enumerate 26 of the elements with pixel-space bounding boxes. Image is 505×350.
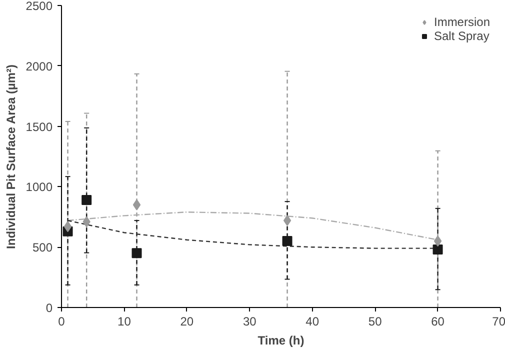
x-tick-label: 40 xyxy=(306,314,320,328)
point xyxy=(283,215,292,226)
y-tick-label: 1500 xyxy=(26,120,53,134)
y-tick-label: 1000 xyxy=(26,180,53,194)
point xyxy=(132,199,141,210)
y-tick-label: 2500 xyxy=(26,0,53,13)
x-axis-title: Time (h) xyxy=(258,334,304,348)
x-tick-label: 0 xyxy=(58,314,66,328)
point xyxy=(432,244,443,255)
legend-label: Salt Spray xyxy=(434,29,490,43)
x-tick-label: 20 xyxy=(180,314,194,328)
x-tick-label: 50 xyxy=(368,314,382,328)
x-tick-label: 30 xyxy=(242,314,257,328)
point xyxy=(64,221,72,232)
point xyxy=(132,248,142,258)
y-tick-label: 2000 xyxy=(26,59,53,74)
x-tick-label: 60 xyxy=(431,314,445,328)
point xyxy=(82,194,92,205)
point xyxy=(282,236,292,246)
point xyxy=(434,236,442,247)
legend-label: Immersion xyxy=(434,15,490,29)
y-tick-label: 0 xyxy=(46,301,53,315)
y-axis-title: Individual Pit Surface Area (µm²) xyxy=(4,64,18,249)
x-tick-label: 10 xyxy=(118,314,132,328)
x-tick-label: 70 xyxy=(492,314,505,328)
y-tick-label: 500 xyxy=(32,240,53,255)
